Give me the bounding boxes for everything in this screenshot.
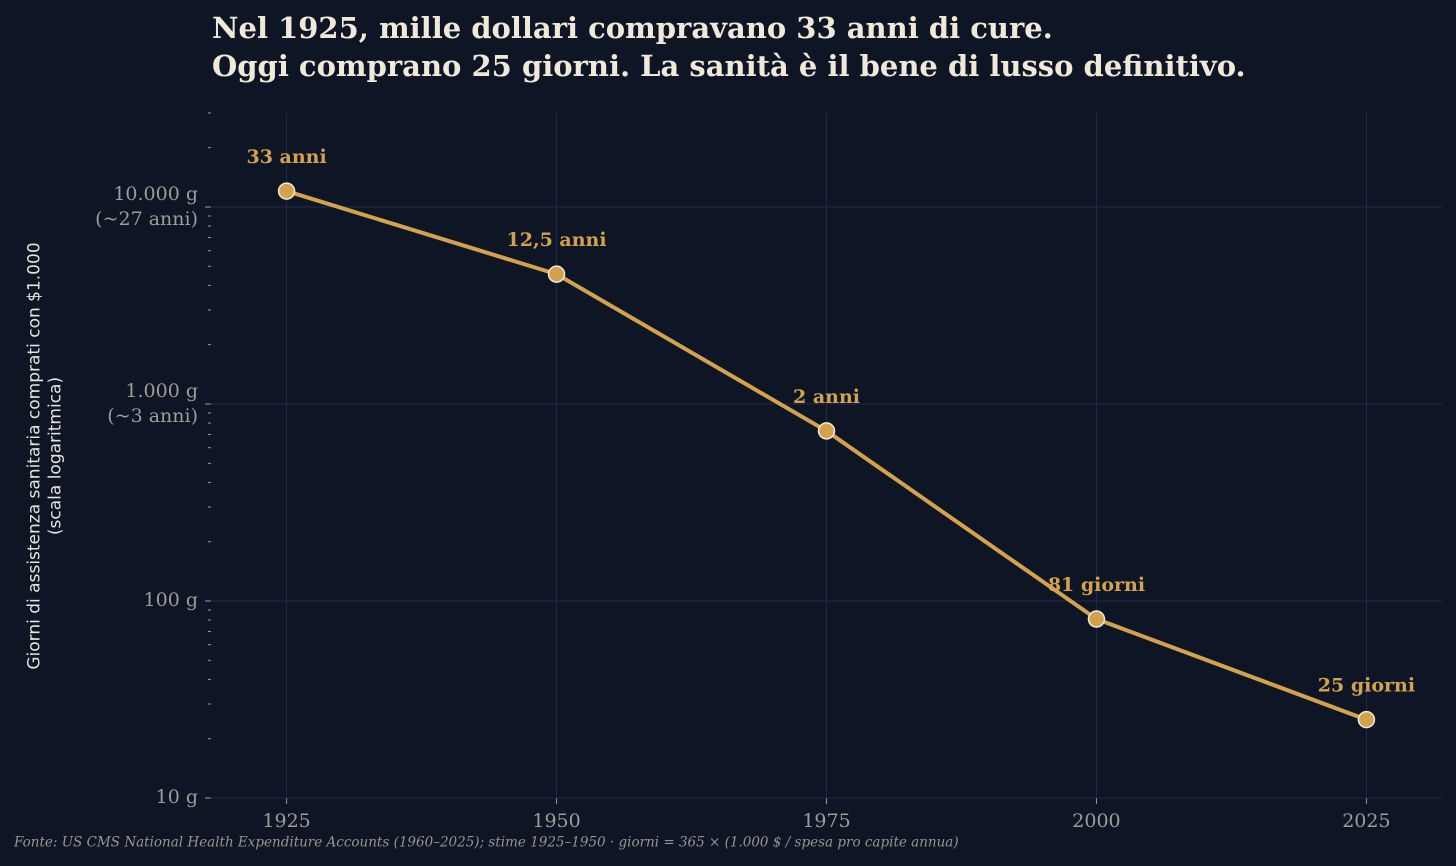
y-axis-label: Giorni di assistenza sanitaria comprati … — [25, 242, 66, 669]
value-label: 33 anni — [246, 146, 326, 168]
value-label: 81 giorni — [1048, 574, 1145, 596]
chart-title: Nel 1925, mille dollari compravano 33 an… — [212, 11, 1246, 83]
value-label: 25 giorni — [1318, 675, 1415, 697]
data-point — [1087, 610, 1106, 628]
y-tick-label: 10.000 g (~27 anni) — [95, 183, 198, 230]
data-point — [547, 265, 566, 283]
x-tick-label: 2000 — [1072, 810, 1120, 832]
value-label: 12,5 anni — [507, 229, 607, 251]
x-tick-label: 2025 — [1342, 810, 1390, 832]
y-tick-label: 10 g — [156, 786, 198, 808]
source-note: Fonte: US CMS National Health Expenditur… — [13, 835, 959, 851]
y-tick-label: 100 g — [144, 589, 198, 611]
x-tick-label: 1975 — [802, 810, 850, 832]
data-point — [1357, 710, 1376, 729]
x-tick-label: 1950 — [532, 810, 580, 832]
y-tick-label: 1.000 g (~3 anni) — [107, 380, 198, 427]
data-point — [817, 422, 836, 440]
x-tick-label: 1925 — [262, 810, 310, 832]
value-label: 2 anni — [793, 386, 860, 408]
data-point — [277, 182, 296, 200]
